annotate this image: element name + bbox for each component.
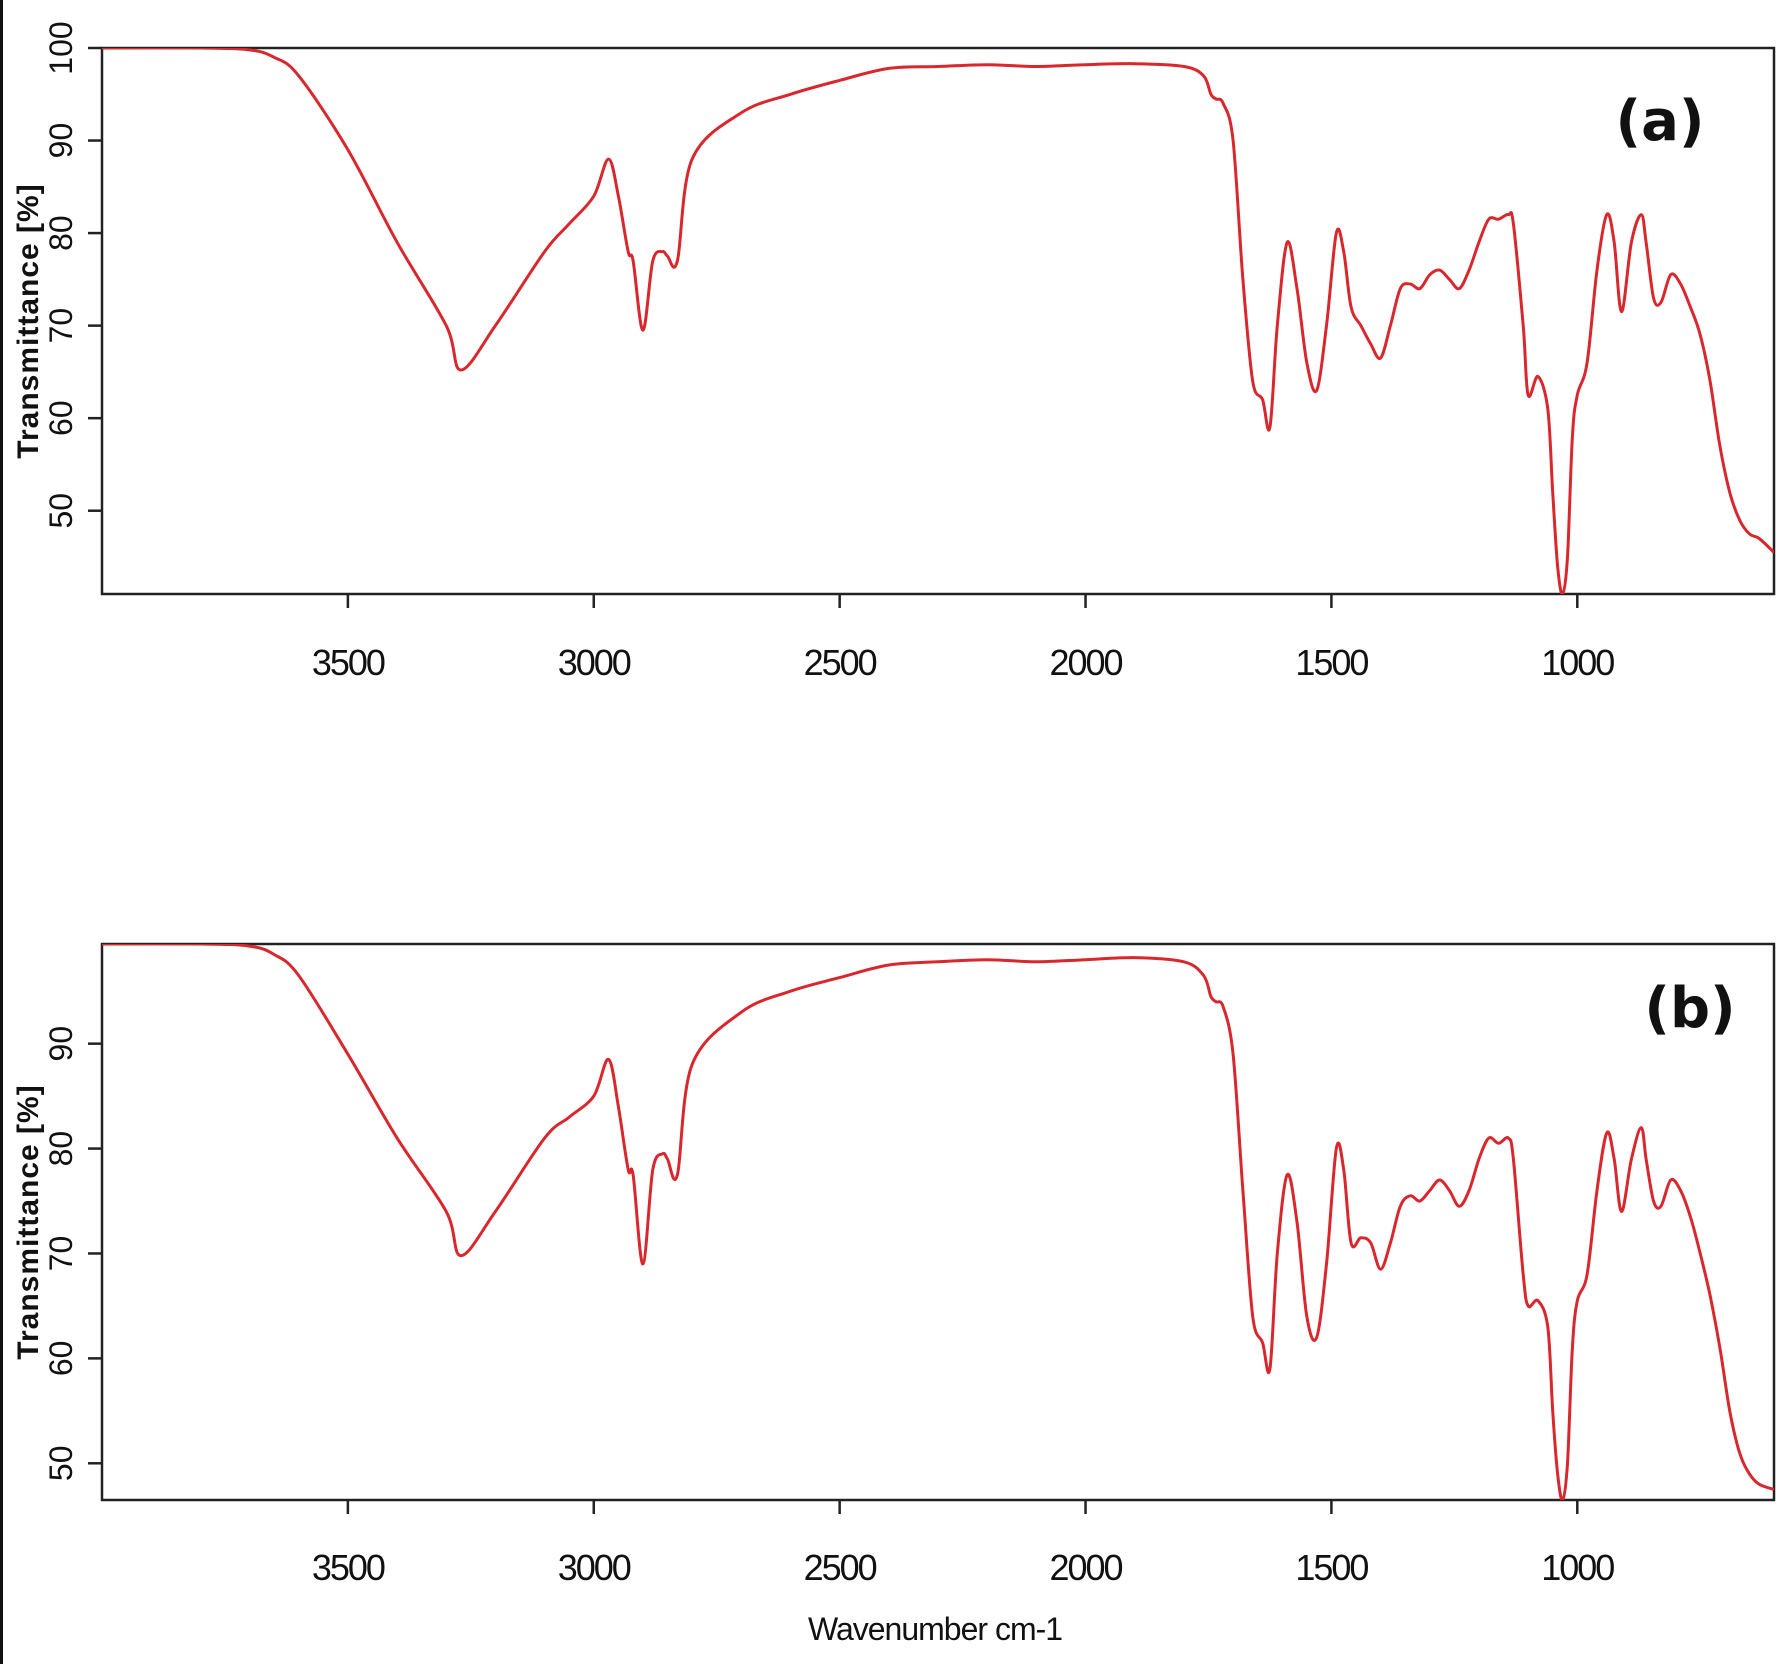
panel-b-x-tick-label: 2500 xyxy=(804,1547,877,1588)
panel-a-y-axis-title: Transmittance [%] xyxy=(12,183,45,458)
panel-a-x-tick-label: 3000 xyxy=(558,642,631,683)
panel-a-y-tick-label: 80 xyxy=(43,215,79,251)
panel-a-x-tick-label: 1500 xyxy=(1295,642,1368,683)
panel-a-x-tick-label: 2500 xyxy=(804,642,877,683)
panel-b-x-tick-label: 1500 xyxy=(1295,1547,1368,1588)
panel-a-x-tick-label: 2000 xyxy=(1049,642,1122,683)
panel-b-spectrum-line xyxy=(102,944,1774,1500)
panel-a-y-tick-label: 90 xyxy=(43,123,79,159)
panel-a-x-tick-label: 3500 xyxy=(312,642,385,683)
panel-b-label: (b) xyxy=(1644,976,1735,1041)
panel-b-y-tick-label: 50 xyxy=(43,1445,79,1481)
panel-b-y-tick-label: 70 xyxy=(43,1236,79,1272)
panel-b-y-tick-label: 80 xyxy=(43,1131,79,1167)
panel-a-spectrum-line xyxy=(102,48,1774,594)
panel-b-x-tick-label: 3000 xyxy=(558,1547,631,1588)
panel-a-label: (a) xyxy=(1616,89,1705,154)
panel-b-x-tick-label: 2000 xyxy=(1049,1547,1122,1588)
panel-b-x-tick-label: 1000 xyxy=(1541,1547,1614,1588)
panel-a-y-tick-label: 100 xyxy=(43,21,79,74)
panel-a-y-tick-label: 50 xyxy=(43,493,79,529)
panel-b-x-tick-label: 3500 xyxy=(312,1547,385,1588)
panel-b: 3500 3000 2500 2000 1500 1000 50 60 70 80 90 Transm… xyxy=(12,942,1776,1588)
panel-b-y-tick-label: 90 xyxy=(43,1026,79,1062)
panel-b-y-tick-label: 60 xyxy=(43,1341,79,1377)
panel-b-plot-frame xyxy=(100,942,1776,1502)
panel-a-plot-frame xyxy=(100,46,1776,596)
panel-a: 3500 3000 2500 2000 1500 1000 50 60 70 80 90 100 Tra… xyxy=(12,21,1776,683)
panel-a-x-tick-label: 1000 xyxy=(1541,642,1614,683)
panel-b-y-axis-title: Transmittance [%] xyxy=(12,1084,45,1359)
panel-a-y-tick-label: 60 xyxy=(43,400,79,436)
x-axis-title: Wavenumber cm-1 xyxy=(808,1611,1062,1647)
panel-a-y-tick-label: 70 xyxy=(43,308,79,344)
